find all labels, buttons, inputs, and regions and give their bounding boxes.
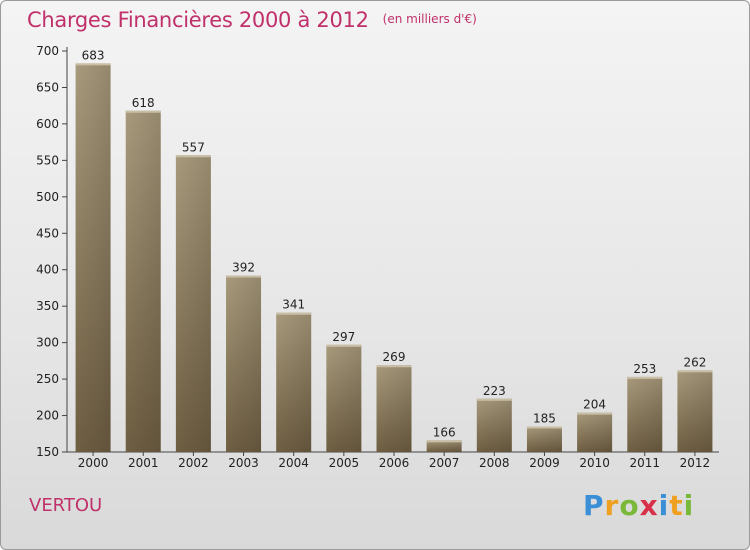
bar-shade: [326, 344, 362, 452]
y-tick-label: 500: [36, 190, 59, 204]
bar-shade: [175, 155, 211, 452]
bar-top-highlight: [326, 344, 362, 347]
y-tick-label: 150: [36, 445, 59, 459]
chart-header: Charges Financières 2000 à 2012 (en milli…: [27, 8, 477, 32]
x-tick-label: 2004: [278, 456, 309, 470]
bar-shade: [276, 312, 312, 452]
logo-letter: o: [619, 489, 640, 522]
x-tick-label: 2007: [429, 456, 460, 470]
y-tick-label: 650: [36, 80, 59, 94]
bar-top-highlight: [175, 155, 211, 158]
x-tick-label: 2002: [178, 456, 209, 470]
y-tick-label: 200: [36, 409, 59, 423]
bar-top-highlight: [376, 365, 412, 368]
bar-shade: [125, 110, 161, 452]
logo-letter: i: [658, 489, 670, 522]
y-tick-label: 450: [36, 226, 59, 240]
y-tick-label: 550: [36, 153, 59, 167]
logo-letter: i: [683, 489, 695, 522]
x-tick-label: 2006: [379, 456, 410, 470]
chart-bars: [75, 63, 713, 453]
bar-value-label: 269: [383, 350, 406, 364]
y-tick-label: 350: [36, 299, 59, 313]
bar-top-highlight: [627, 376, 663, 379]
x-tick-label: 2009: [529, 456, 560, 470]
chart-subtitle: (en milliers d'€): [382, 12, 477, 26]
bar-shade: [75, 63, 111, 453]
bar-shade: [426, 440, 462, 452]
bar-value-label: 185: [533, 411, 556, 425]
bar-top-highlight: [226, 275, 262, 278]
bar-top-highlight: [75, 63, 111, 66]
bar-shade: [376, 365, 412, 452]
bar-value-label: 262: [683, 355, 706, 369]
x-tick-label: 2005: [329, 456, 360, 470]
commune-name: VERTOU: [29, 495, 103, 516]
x-tick-label: 2010: [579, 456, 610, 470]
logo-letter: t: [669, 489, 684, 522]
proxiti-logo: Proxiti: [583, 489, 694, 522]
bar-value-label: 392: [232, 261, 255, 275]
bar-value-label: 204: [583, 398, 606, 412]
y-tick-label: 700: [36, 44, 59, 58]
y-tick-label: 300: [36, 336, 59, 350]
bar-shade: [627, 376, 663, 452]
bar-value-label: 253: [633, 362, 656, 376]
bar-top-highlight: [677, 370, 713, 373]
chart-axes: 150 200 250 300 350 400 450 500 550 600 650 700: [36, 44, 719, 459]
bar-shade: [577, 412, 613, 452]
x-tick-label: 2000: [78, 456, 109, 470]
bar-top-highlight: [577, 412, 613, 415]
bar-value-label: 683: [82, 48, 105, 62]
chart-title: Charges Financières 2000 à 2012: [27, 8, 369, 32]
bar-value-label: 297: [332, 330, 355, 344]
x-tick-label: 2008: [479, 456, 510, 470]
bar-shade: [526, 426, 562, 452]
y-tick-label: 600: [36, 117, 59, 131]
bar-value-label: 223: [483, 384, 506, 398]
logo-letter: r: [604, 489, 620, 522]
bar-shade: [476, 398, 512, 452]
bar-top-highlight: [125, 110, 161, 113]
bar-value-label: 166: [433, 425, 456, 439]
x-tick-label: 2003: [228, 456, 259, 470]
logo-letter: P: [583, 489, 605, 522]
bar-value-label: 341: [282, 298, 305, 312]
x-tick-label: 2001: [128, 456, 159, 470]
bar-shade: [226, 275, 262, 452]
chart-labels: 683 2000 618 2001 557 2002 392 2003 341 2004 297 20…: [78, 48, 710, 470]
bar-value-label: 557: [182, 140, 205, 154]
y-tick-label: 250: [36, 372, 59, 386]
y-tick-label: 400: [36, 263, 59, 277]
bar-top-highlight: [476, 398, 512, 401]
bar-value-label: 618: [132, 96, 155, 110]
x-tick-label: 2011: [629, 456, 660, 470]
logo-letter: x: [639, 489, 659, 522]
bar-top-highlight: [526, 426, 562, 429]
bar-top-highlight: [426, 440, 462, 443]
x-tick-label: 2012: [680, 456, 711, 470]
bar-top-highlight: [276, 312, 312, 315]
bar-shade: [677, 370, 713, 452]
